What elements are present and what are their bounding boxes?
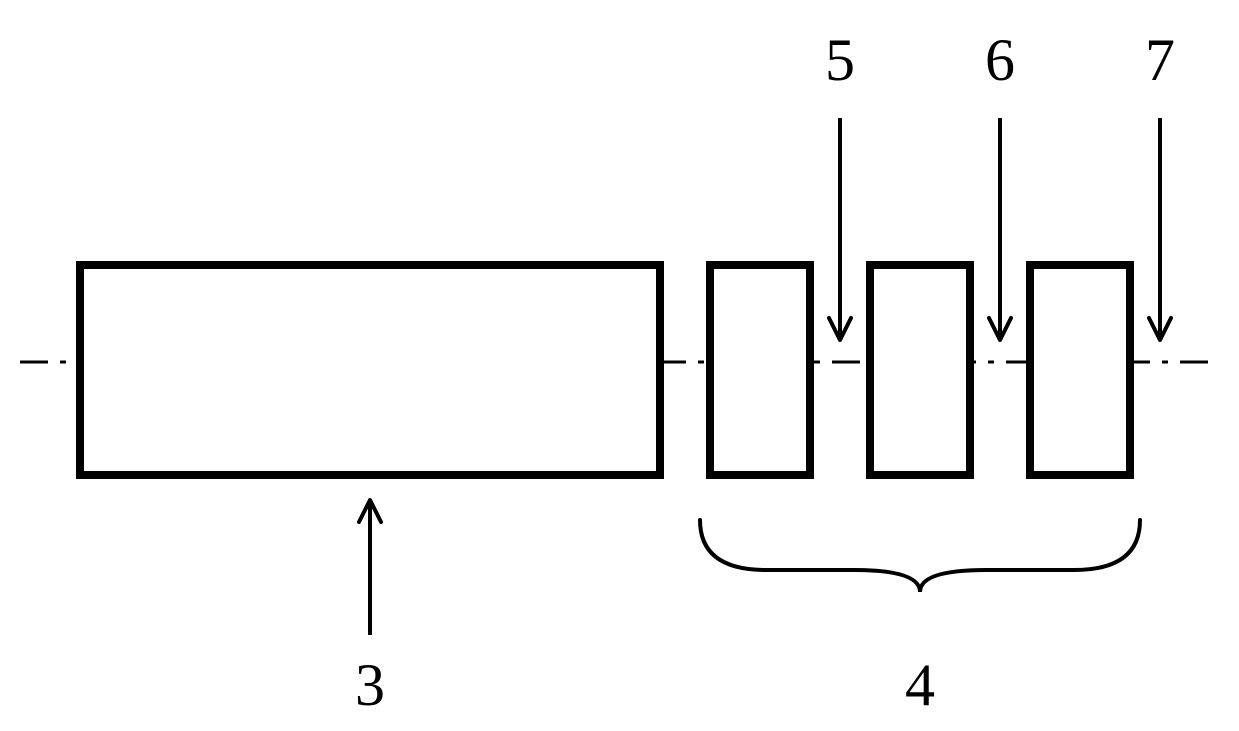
large-block (80, 265, 660, 475)
small-block-3 (1030, 265, 1130, 475)
group-brace (700, 520, 1140, 592)
label-6: 6 (985, 27, 1015, 93)
arrow-6 (989, 118, 1011, 340)
small-block-2 (870, 265, 970, 475)
label-7: 7 (1145, 27, 1175, 93)
label-3: 3 (355, 652, 385, 718)
label-4: 4 (905, 652, 935, 718)
arrow-3 (359, 500, 381, 635)
engineering-diagram: 5 6 7 3 4 (0, 0, 1239, 731)
arrow-7 (1149, 118, 1171, 340)
arrow-5 (829, 118, 851, 340)
label-5: 5 (825, 27, 855, 93)
small-block-1 (710, 265, 810, 475)
